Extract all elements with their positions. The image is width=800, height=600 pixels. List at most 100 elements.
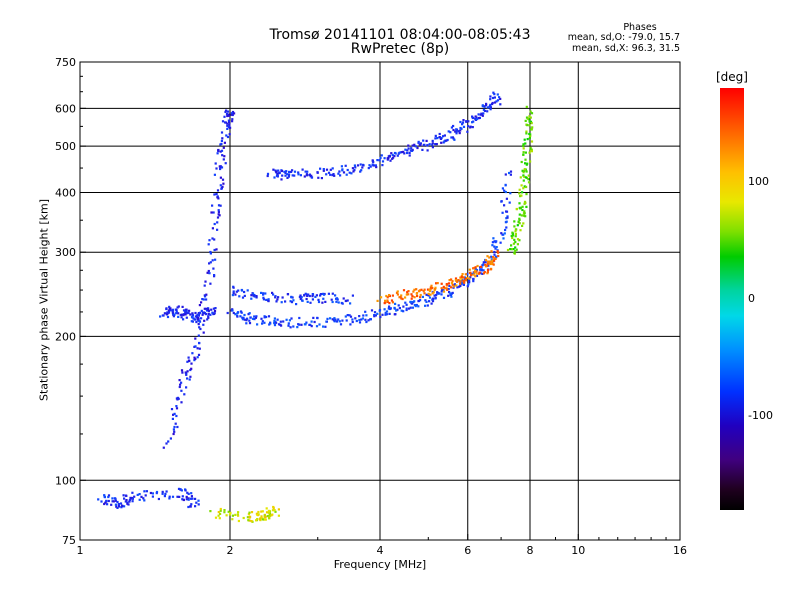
echo-point — [448, 279, 451, 282]
echo-point — [234, 293, 237, 296]
echo-point — [286, 176, 289, 179]
echo-point — [256, 513, 259, 516]
echo-point — [203, 284, 206, 287]
echo-point — [335, 297, 339, 300]
echo-point — [303, 294, 306, 297]
echo-point — [426, 144, 429, 147]
echo-point — [499, 241, 502, 244]
echo-point — [208, 272, 211, 275]
echo-point — [180, 313, 183, 316]
echo-point — [499, 103, 502, 106]
echo-point — [195, 501, 198, 504]
echo-point — [519, 195, 522, 198]
echo-point — [209, 252, 212, 255]
echo-point — [314, 295, 317, 298]
echo-point — [527, 178, 530, 181]
echo-point — [365, 314, 368, 317]
echo-point — [319, 167, 322, 170]
y-tick-label: 500 — [55, 140, 76, 153]
echo-point — [524, 151, 527, 154]
echo-point — [466, 272, 469, 276]
echo-point — [445, 284, 448, 287]
echo-point — [289, 326, 292, 329]
echo-point — [520, 184, 523, 187]
echo-point — [196, 318, 199, 321]
echo-point — [514, 230, 517, 233]
echo-point — [410, 297, 413, 300]
colorbar-tick-label: 100 — [748, 174, 769, 188]
echo-point — [317, 176, 320, 179]
echo-point — [248, 511, 251, 514]
echo-point — [213, 274, 216, 277]
echo-point — [201, 313, 204, 316]
echo-point — [391, 294, 394, 297]
echo-point — [219, 184, 222, 187]
echo-point — [131, 500, 134, 503]
echo-point — [169, 307, 172, 310]
echo-point — [479, 268, 482, 271]
echo-point — [277, 323, 281, 326]
echo-point — [528, 124, 531, 127]
echo-point — [477, 113, 480, 116]
echo-point — [416, 146, 419, 150]
echo-point — [217, 197, 220, 200]
echo-point — [223, 141, 226, 144]
echo-point — [226, 122, 229, 125]
echo-point — [486, 262, 489, 265]
echo-point — [226, 110, 230, 113]
echo-point — [239, 315, 242, 318]
echo-point — [176, 425, 179, 429]
echo-point — [280, 301, 283, 304]
echo-point — [157, 497, 160, 501]
echo-point — [471, 121, 474, 124]
echo-point — [408, 307, 411, 310]
echo-point — [522, 214, 525, 217]
echo-point — [389, 159, 392, 162]
echo-point — [172, 413, 175, 416]
echo-point — [410, 293, 413, 296]
echo-point — [405, 308, 408, 312]
echo-point — [306, 170, 309, 173]
echo-point — [245, 319, 248, 322]
echo-point — [423, 288, 426, 291]
echo-point — [364, 318, 367, 321]
echo-point — [143, 490, 146, 493]
echo-point — [475, 116, 478, 119]
echo-point — [524, 119, 527, 122]
echo-point — [211, 237, 214, 240]
echo-point — [395, 309, 398, 312]
echo-point — [207, 310, 210, 313]
echo-point — [281, 296, 284, 299]
echo-point — [519, 176, 522, 179]
echo-point — [180, 316, 183, 319]
echo-point — [411, 306, 414, 309]
echo-point — [255, 315, 258, 318]
echo-point — [216, 195, 219, 198]
echo-point — [277, 169, 280, 172]
echo-point — [221, 154, 224, 157]
echo-point — [402, 305, 405, 308]
echo-point — [182, 309, 186, 312]
echo-point — [364, 310, 367, 313]
echo-point — [113, 497, 116, 500]
echo-point — [306, 300, 309, 303]
echo-point — [281, 174, 284, 177]
echo-point — [177, 305, 180, 308]
echo-point — [414, 145, 417, 148]
echo-point — [325, 320, 328, 323]
echo-point — [504, 173, 507, 176]
echo-point — [202, 323, 205, 326]
echo-point — [219, 167, 222, 171]
echo-point — [393, 307, 396, 310]
echo-point — [197, 312, 200, 315]
echo-point — [186, 360, 189, 363]
echo-point — [440, 290, 443, 293]
echo-point — [468, 277, 471, 280]
echo-point — [449, 131, 452, 134]
echo-point — [450, 282, 453, 285]
echo-point — [440, 141, 443, 144]
echo-point — [213, 238, 216, 241]
echo-point — [513, 238, 516, 241]
echo-point — [367, 319, 370, 322]
echo-point — [407, 147, 410, 150]
